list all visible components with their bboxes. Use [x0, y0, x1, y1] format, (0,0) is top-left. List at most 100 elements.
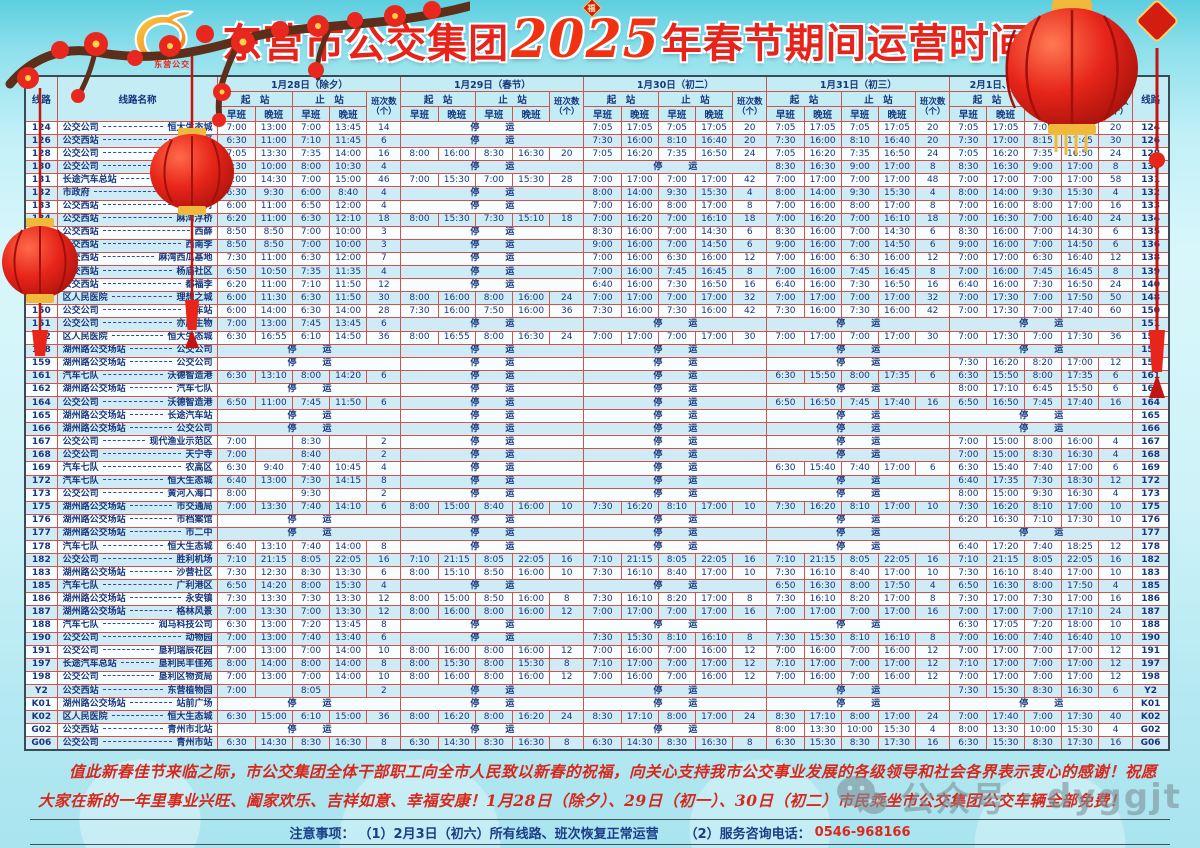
suspended-label: 停运 — [470, 580, 541, 591]
suspended-cell: 停运 — [766, 343, 951, 358]
end-late-cell: 17:30 — [1060, 330, 1100, 345]
start-late-cell: 16:00 — [620, 278, 659, 293]
trips-count-cell: 8 — [1098, 265, 1134, 280]
notice-bar: 注意事项： （1）2月3日（初六）所有线路、班次恢复正常运营 （2）服务咨询电话… — [30, 819, 1170, 845]
end-early-cell: 7:00 — [291, 120, 331, 136]
trips-count-cell: 6 — [915, 225, 951, 240]
trips-count-cell: 4 — [915, 186, 951, 201]
suspended-cell: 停运 — [583, 513, 768, 528]
trips-count-line2: （个） — [736, 106, 763, 117]
start-early-cell: 7:00 — [400, 173, 439, 188]
trips-count-cell: 8 — [732, 265, 768, 280]
trips-count-cell: 36 — [366, 710, 402, 725]
trips-count-cell: 28 — [549, 173, 585, 188]
end-late-cell: 16:00 — [694, 304, 734, 319]
start-early-cell: 6:30 — [217, 134, 256, 149]
start-early-cell: 7:00 — [949, 710, 988, 725]
route-from: 湖州路公交场站 — [62, 593, 126, 604]
suspended-cell: 停运 — [400, 265, 585, 280]
route-from: 汽车七队 — [62, 541, 99, 552]
suspended-cell: 停运 — [400, 618, 585, 633]
start-late-cell: 13:00 — [254, 670, 293, 686]
suspended-label: 停运 — [836, 541, 907, 552]
suspended-label: 停运 — [836, 423, 907, 434]
suspended-cell: 停运 — [400, 134, 585, 149]
date-group-header: 2月1日、2日（正月初四、初五） — [949, 75, 1134, 92]
end-late-cell: 15:30 — [1060, 186, 1100, 201]
end-late-cell: 17:00 — [1060, 356, 1100, 371]
end-early-cell: 7:00 — [291, 225, 331, 240]
suspended-cell: 停运 — [400, 684, 585, 699]
notice-item-2: （2）服务咨询电话： — [684, 826, 811, 842]
trips-count-cell: 8 — [732, 199, 768, 214]
start-early-cell: 6:50 — [949, 395, 988, 411]
table-row: 176 湖州路公交场站 市档案馆 停运 停运 停运 停运 6:20 16:30 7:10 17:30… — [24, 513, 1170, 528]
suspended-label: 停运 — [836, 489, 907, 500]
suspended-label: 停运 — [653, 528, 724, 539]
route-number-cell: 132 — [24, 186, 58, 201]
suspended-cell: 停运 — [766, 448, 951, 463]
route-to: 胜利机场 — [176, 554, 213, 565]
start-late-cell: 15:30 — [437, 657, 476, 672]
route-number-cell-right: 131 — [1132, 173, 1170, 188]
start-late-cell: 17:10 — [620, 710, 659, 725]
route-number-cell: 126 — [24, 134, 58, 149]
route-number-cell: K01 — [24, 697, 58, 712]
start-early-cell: 7:00 — [583, 670, 622, 686]
suspended-cell: 停运 — [400, 487, 585, 502]
suspended-label: 停运 — [653, 410, 724, 421]
end-late-cell: 17:00 — [877, 657, 917, 672]
end-late-cell: 16:00 — [511, 605, 551, 620]
end-late-cell: 16:30 — [511, 330, 551, 345]
route-number-cell-right: 140 — [1132, 278, 1170, 293]
route-dash-fill — [102, 649, 155, 651]
suspended-label: 停运 — [470, 371, 541, 382]
route-number-cell-right: 138 — [1132, 251, 1170, 267]
end-late-cell — [329, 684, 368, 699]
route-from: 公交公司 — [62, 554, 99, 565]
table-row: 187 湖州路公交场站 格林风景 7:00 13:30 7:00 13:30 12 8:00 16… — [24, 605, 1170, 620]
start-late-cell: 17:00 — [620, 330, 659, 345]
trips-count-cell: 8 — [915, 160, 951, 175]
early-shift-header: 早班 — [949, 106, 988, 122]
end-early-cell: 8:10 — [840, 134, 879, 149]
route-number-cell: 183 — [24, 566, 58, 581]
start-early-cell: 6:30 — [217, 330, 256, 345]
end-late-cell: 17:40 — [1060, 304, 1100, 319]
suspended-label: 停运 — [836, 515, 907, 526]
start-early-cell: 7:30 — [583, 592, 622, 607]
end-late-cell: 17:40 — [1060, 395, 1100, 411]
start-early-cell: 7:00 — [949, 435, 988, 450]
trips-count-cell: 18 — [915, 212, 951, 227]
trips-count-cell: 6 — [366, 500, 402, 515]
end-early-cell: 7:30 — [474, 212, 513, 227]
start-late-cell: 17:00 — [986, 605, 1025, 620]
route-dash-fill — [120, 177, 191, 179]
trips-count-header: 班次数 （个） — [549, 91, 585, 122]
early-shift-header: 早班 — [657, 106, 696, 122]
route-name: 湖州路公交场站 格林风景 — [63, 607, 213, 618]
trips-count-cell: 24 — [549, 330, 585, 345]
suspended-cell: 停运 — [766, 487, 951, 502]
trips-count-cell: 24 — [1098, 278, 1134, 293]
start-late-cell: 16:00 — [803, 134, 842, 149]
end-late-cell: 17:35 — [877, 369, 917, 384]
table-row: 185 汽车七队 广利港区 6:50 14:20 8:00 15:30 4 停运 停运 6:50 16… — [24, 579, 1170, 594]
end-early-cell: 8:30 — [840, 736, 879, 751]
trips-count-cell: 8 — [366, 736, 402, 751]
start-late-cell: 13:30 — [803, 723, 842, 738]
end-early-cell: 8:05 — [840, 553, 879, 568]
end-late-cell: 15:50 — [1060, 382, 1100, 397]
route-name-cell: 公交西站 西薛 — [56, 225, 219, 240]
trips-count-cell: 16 — [915, 736, 951, 751]
route-number-cell: 185 — [24, 579, 58, 594]
end-late-cell: 16:00 — [511, 304, 551, 319]
route-name: 湖州路公交场站 市档案馆 — [63, 515, 213, 526]
start-late-cell: 15:40 — [986, 461, 1025, 476]
trips-count-cell: 16 — [732, 605, 768, 620]
suspended-label: 停运 — [287, 423, 358, 434]
trips-count-cell: 30 — [1098, 134, 1134, 149]
route-number-cell: 177 — [24, 526, 58, 542]
route-to: 动物园 — [185, 633, 213, 644]
route-dash-fill — [102, 256, 155, 258]
